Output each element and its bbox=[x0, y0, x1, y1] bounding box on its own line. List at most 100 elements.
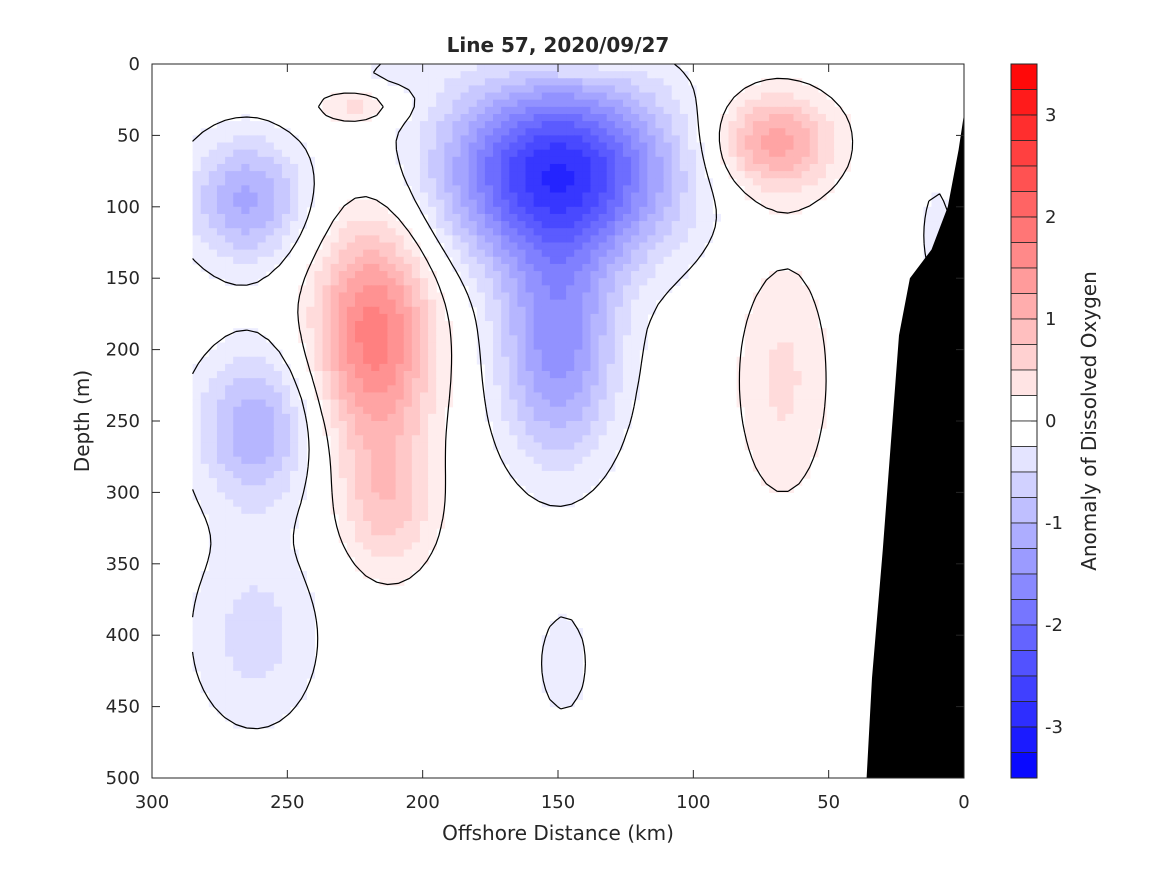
contour-cell bbox=[671, 213, 681, 222]
contour-cell bbox=[257, 135, 267, 144]
contour-cell bbox=[622, 142, 632, 151]
contour-cell bbox=[225, 242, 234, 251]
contour-cell bbox=[281, 249, 291, 258]
contour-cell bbox=[647, 292, 657, 301]
contour-cell bbox=[793, 392, 803, 401]
contour-cell bbox=[777, 349, 786, 358]
contour-cell bbox=[631, 99, 640, 108]
contour-cell bbox=[436, 192, 445, 201]
contour-cell bbox=[817, 185, 827, 194]
contour-cell bbox=[817, 178, 827, 186]
contour-cell bbox=[622, 256, 632, 265]
contour-cell bbox=[468, 106, 478, 115]
contour-cell bbox=[631, 192, 640, 201]
contour-cell bbox=[225, 470, 234, 479]
contour-cell bbox=[265, 485, 275, 493]
contour-cell bbox=[549, 156, 559, 165]
contour-cell bbox=[273, 528, 283, 536]
contour-cell bbox=[631, 85, 640, 94]
contour-cell bbox=[541, 470, 551, 479]
contour-cell bbox=[403, 485, 413, 493]
contour-cell bbox=[355, 463, 364, 472]
contour-cell bbox=[549, 271, 559, 279]
contour-cell bbox=[525, 313, 535, 322]
contour-cell bbox=[598, 156, 608, 165]
contour-cell bbox=[509, 385, 518, 394]
contour-cell bbox=[452, 192, 462, 201]
contour-cell bbox=[338, 363, 348, 372]
contour-cell bbox=[541, 463, 551, 472]
contour-cell bbox=[574, 392, 583, 401]
contour-cell bbox=[314, 263, 324, 272]
contour-cell bbox=[208, 570, 218, 579]
contour-cell bbox=[476, 206, 486, 215]
contour-cell bbox=[484, 213, 494, 222]
contour-cell bbox=[281, 549, 291, 558]
colorbar-swatch bbox=[1010, 522, 1038, 549]
contour-cell bbox=[330, 278, 340, 286]
contour-cell bbox=[728, 156, 738, 165]
contour-cell bbox=[549, 78, 559, 87]
contour-cell bbox=[614, 64, 624, 72]
contour-cell bbox=[777, 470, 786, 479]
contour-cell bbox=[769, 349, 778, 358]
contour-cell bbox=[549, 356, 559, 365]
contour-cell bbox=[769, 192, 778, 201]
contour-cell bbox=[419, 128, 429, 136]
contour-cell bbox=[363, 535, 372, 543]
contour-cell bbox=[671, 156, 681, 165]
contour-cell bbox=[793, 342, 803, 351]
contour-cell bbox=[517, 463, 527, 472]
contour-cell bbox=[225, 206, 234, 215]
contour-cell bbox=[923, 206, 933, 215]
contour-cell bbox=[281, 478, 291, 486]
contour-cell bbox=[387, 570, 397, 579]
contour-cell bbox=[257, 699, 267, 708]
contour-cell bbox=[582, 221, 592, 229]
contour-cell bbox=[509, 113, 518, 122]
contour-cell bbox=[598, 406, 608, 415]
contour-cell bbox=[225, 620, 234, 629]
contour-cell bbox=[468, 278, 478, 286]
contour-cell bbox=[371, 456, 380, 465]
contour-cell bbox=[281, 585, 291, 593]
contour-cell bbox=[419, 556, 429, 565]
contour-cell bbox=[785, 306, 795, 315]
contour-cell bbox=[273, 249, 283, 258]
contour-cell bbox=[574, 292, 583, 301]
contour-cell bbox=[355, 428, 364, 436]
contour-cell bbox=[639, 135, 648, 144]
contour-cell bbox=[590, 249, 600, 258]
contour-cell bbox=[273, 485, 283, 493]
contour-cell bbox=[825, 113, 835, 122]
contour-cell bbox=[452, 242, 462, 251]
contour-cell bbox=[290, 235, 299, 244]
contour-cell bbox=[249, 535, 259, 543]
contour-cell bbox=[493, 85, 502, 94]
contour-cell bbox=[249, 492, 259, 501]
contour-cell bbox=[363, 242, 372, 251]
contour-cell bbox=[549, 449, 559, 458]
colorbar-swatch bbox=[1010, 471, 1038, 498]
contour-cell bbox=[525, 71, 535, 79]
contour-cell bbox=[631, 278, 640, 286]
contour-cell bbox=[208, 363, 218, 372]
colorbar-swatch bbox=[1010, 293, 1038, 320]
contour-cell bbox=[566, 392, 575, 401]
contour-cell bbox=[216, 378, 226, 386]
contour-cell bbox=[622, 399, 632, 408]
contour-cell bbox=[200, 256, 210, 265]
contour-cell bbox=[387, 485, 397, 493]
contour-cell bbox=[558, 106, 567, 115]
contour-cell bbox=[533, 149, 543, 158]
contour-cell bbox=[793, 135, 803, 144]
contour-cell bbox=[273, 599, 283, 608]
contour-cell bbox=[736, 113, 746, 122]
contour-cell bbox=[614, 349, 624, 358]
contour-cell bbox=[679, 113, 689, 122]
contour-cell bbox=[225, 449, 234, 458]
contour-cell bbox=[225, 213, 234, 222]
contour-cell bbox=[216, 685, 226, 693]
contour-cell bbox=[582, 485, 592, 493]
contour-cell bbox=[817, 128, 827, 136]
